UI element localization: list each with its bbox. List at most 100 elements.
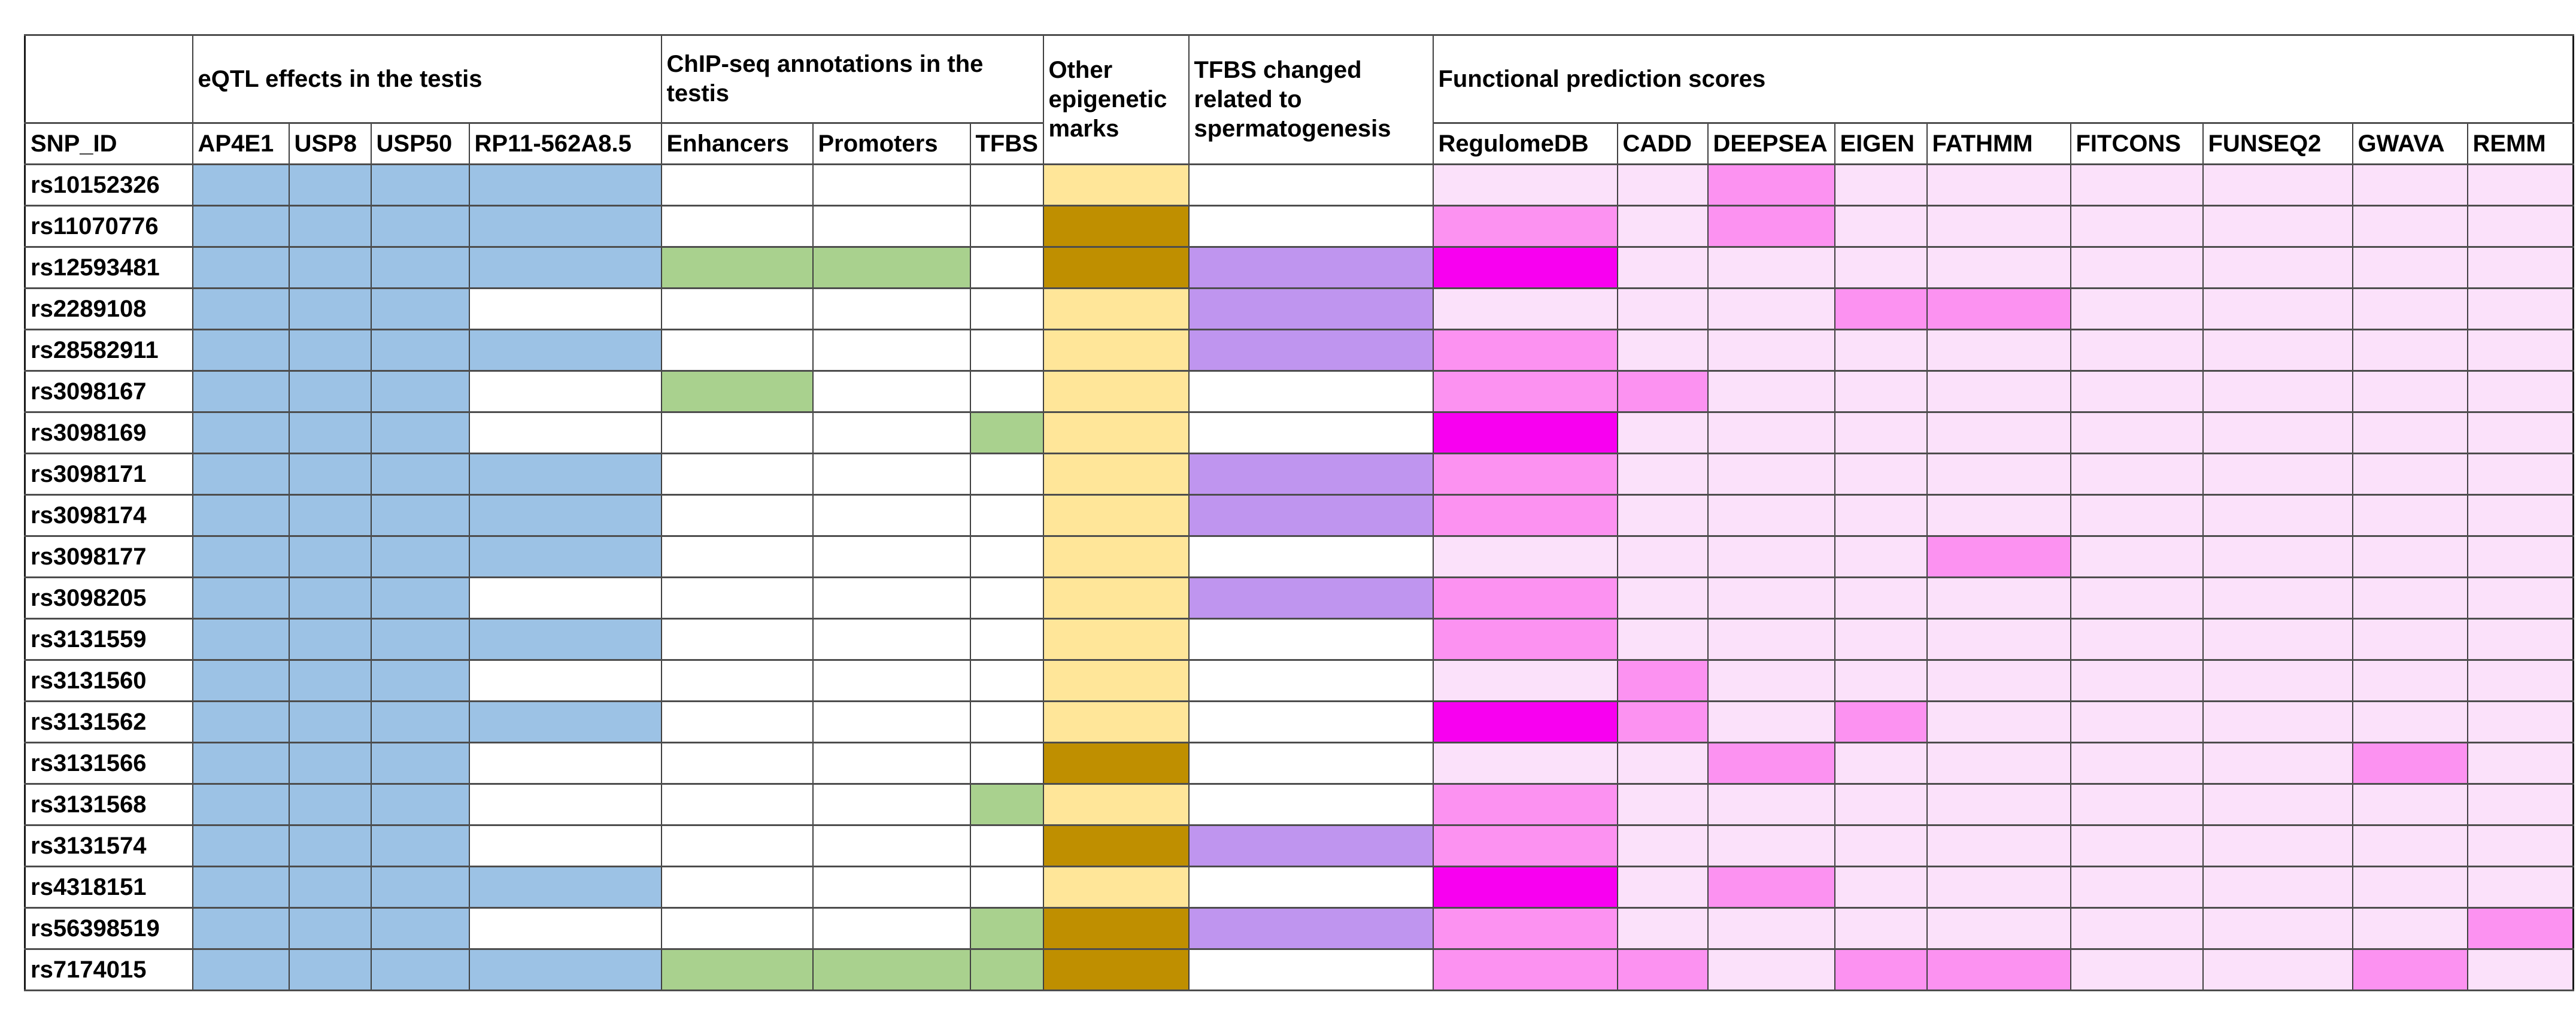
column-header-snp-id: SNP_ID bbox=[24, 122, 193, 165]
data-cell bbox=[660, 411, 814, 454]
data-cell bbox=[2070, 246, 2204, 289]
data-cell bbox=[370, 370, 470, 413]
data-cell bbox=[1707, 783, 1835, 826]
snp-id-cell: rs3098205 bbox=[24, 576, 193, 620]
data-cell bbox=[468, 329, 662, 372]
group-header-row: eQTL effects in the testis ChIP-seq anno… bbox=[24, 34, 2574, 165]
data-cell bbox=[660, 370, 814, 413]
data-cell bbox=[1707, 287, 1835, 330]
data-cell bbox=[1926, 948, 2071, 991]
data-cell bbox=[468, 246, 662, 289]
data-cell bbox=[2466, 163, 2574, 207]
data-cell bbox=[1707, 659, 1835, 702]
data-cell bbox=[2202, 411, 2353, 454]
data-cell bbox=[370, 866, 470, 909]
data-cell bbox=[288, 329, 372, 372]
data-cell bbox=[1707, 948, 1835, 991]
data-cell bbox=[1042, 494, 1190, 537]
data-cell bbox=[969, 411, 1044, 454]
data-cell bbox=[370, 618, 470, 661]
data-cell bbox=[1834, 742, 1928, 785]
data-cell bbox=[812, 205, 971, 248]
data-cell bbox=[2466, 866, 2574, 909]
data-cell bbox=[1707, 329, 1835, 372]
data-cell bbox=[1042, 411, 1190, 454]
data-cell bbox=[1616, 246, 1709, 289]
data-cell bbox=[370, 700, 470, 743]
snp-id-cell: rs3098177 bbox=[24, 535, 193, 578]
data-cell bbox=[969, 494, 1044, 537]
snp-annotation-table: eQTL effects in the testis ChIP-seq anno… bbox=[24, 34, 2574, 991]
data-cell bbox=[468, 535, 662, 578]
data-cell bbox=[1834, 866, 1928, 909]
data-cell bbox=[2070, 411, 2204, 454]
data-cell bbox=[2202, 659, 2353, 702]
data-cell bbox=[468, 824, 662, 867]
data-cell bbox=[1834, 576, 1928, 620]
data-cell bbox=[1616, 370, 1709, 413]
data-cell bbox=[1042, 576, 1190, 620]
group-header-functional: Functional prediction scores bbox=[1432, 34, 2574, 124]
data-cell bbox=[660, 576, 814, 620]
data-cell bbox=[370, 742, 470, 785]
data-cell bbox=[2202, 824, 2353, 867]
data-cell bbox=[1707, 866, 1835, 909]
data-cell bbox=[468, 948, 662, 991]
data-cell bbox=[1188, 329, 1434, 372]
data-cell bbox=[1432, 948, 1618, 991]
data-cell bbox=[468, 907, 662, 950]
data-cell bbox=[2352, 576, 2468, 620]
data-cell bbox=[1188, 866, 1434, 909]
data-cell bbox=[1926, 287, 2071, 330]
data-cell bbox=[288, 783, 372, 826]
data-cell bbox=[288, 659, 372, 702]
data-cell bbox=[468, 287, 662, 330]
data-cell bbox=[660, 163, 814, 207]
data-cell bbox=[2466, 618, 2574, 661]
data-cell bbox=[288, 453, 372, 496]
data-cell bbox=[1707, 907, 1835, 950]
snp-id-cell: rs3131574 bbox=[24, 824, 193, 867]
data-cell bbox=[1432, 370, 1618, 413]
data-cell bbox=[370, 163, 470, 207]
data-cell bbox=[2352, 948, 2468, 991]
data-cell bbox=[2070, 494, 2204, 537]
data-cell bbox=[2070, 907, 2204, 950]
corner-blank bbox=[24, 34, 193, 124]
data-cell bbox=[2070, 163, 2204, 207]
data-cell bbox=[1042, 783, 1190, 826]
data-cell bbox=[370, 287, 470, 330]
data-cell bbox=[1188, 576, 1434, 620]
snp-id-cell: rs3098171 bbox=[24, 453, 193, 496]
data-cell bbox=[812, 287, 971, 330]
data-cell bbox=[1042, 824, 1190, 867]
data-cell bbox=[1926, 576, 2071, 620]
data-cell bbox=[2070, 329, 2204, 372]
data-cell bbox=[2466, 659, 2574, 702]
data-cell bbox=[812, 948, 971, 991]
data-cell bbox=[1707, 618, 1835, 661]
data-cell bbox=[2466, 576, 2574, 620]
data-cell bbox=[2202, 742, 2353, 785]
data-cell bbox=[1188, 742, 1434, 785]
data-cell bbox=[1432, 411, 1618, 454]
data-cell bbox=[2202, 866, 2353, 909]
data-cell bbox=[1432, 866, 1618, 909]
snp-id-cell: rs3131560 bbox=[24, 659, 193, 702]
data-cell bbox=[288, 742, 372, 785]
data-cell bbox=[812, 411, 971, 454]
data-cell bbox=[370, 824, 470, 867]
data-cell bbox=[2202, 494, 2353, 537]
data-cell bbox=[1926, 535, 2071, 578]
column-header-cadd: CADD bbox=[1616, 122, 1709, 165]
data-cell bbox=[2202, 618, 2353, 661]
snp-id-cell: rs12593481 bbox=[24, 246, 193, 289]
data-cell bbox=[1707, 163, 1835, 207]
column-header-usp8: USP8 bbox=[288, 122, 372, 165]
group-header-eqtl: eQTL effects in the testis bbox=[192, 34, 662, 124]
data-cell bbox=[288, 824, 372, 867]
data-cell bbox=[2466, 246, 2574, 289]
data-cell bbox=[1616, 659, 1709, 702]
data-cell bbox=[969, 907, 1044, 950]
column-header-fathmm: FATHMM bbox=[1926, 122, 2071, 165]
